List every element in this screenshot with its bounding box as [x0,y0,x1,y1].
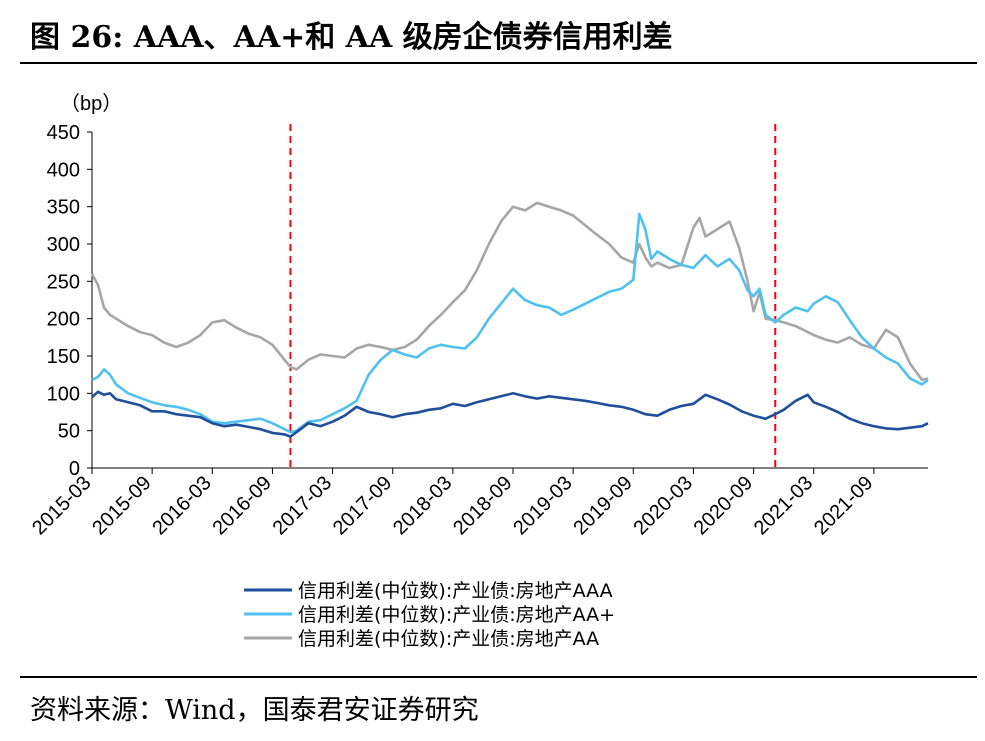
x-tick-label: 2019-03 [509,472,576,539]
y-tick-label: 300 [47,234,80,256]
x-tick-label: 2020-03 [630,472,697,539]
series-line-2 [90,201,929,382]
y-axis-unit-label: （bp） [60,92,122,115]
source-note: 资料来源：Wind，国泰君安证券研究 [30,695,479,726]
line-chart: （bp）0501001502002503003504004502015-0320… [28,92,929,650]
series-line-0 [91,390,929,438]
figure-title: 图 26: AAA、AA+和 AA 级房企债券信用利差 [30,20,673,55]
legend-label-2: 信用利差(中位数):产业债:房地产AA [298,628,599,650]
x-tick-label: 2016-09 [209,472,276,539]
x-tick-label: 2017-03 [269,472,336,539]
x-tick-label: 2017-09 [329,472,396,539]
x-tick-label: 2015-03 [28,472,95,539]
y-tick-label: 200 [47,309,80,331]
y-tick-label: 400 [47,159,80,181]
x-tick-label: 2021-09 [810,472,877,539]
x-tick-label: 2021-03 [750,472,817,539]
series-line-1 [91,212,929,434]
y-tick-label: 350 [47,197,80,219]
x-tick-label: 2015-09 [88,472,155,539]
y-tick-label: 450 [47,122,80,144]
x-tick-label: 2019-09 [569,472,636,539]
legend-label-0: 信用利差(中位数):产业债:房地产AAA [298,580,613,602]
x-tick-label: 2018-09 [449,472,516,539]
source-rule [20,676,977,678]
legend-label-1: 信用利差(中位数):产业债:房地产AA+ [298,604,615,626]
y-tick-label: 0 [69,458,80,480]
x-tick-label: 2020-09 [690,472,757,539]
x-tick-label: 2016-03 [148,472,215,539]
x-tick-label: 2018-03 [389,472,456,539]
y-tick-label: 50 [58,421,80,443]
y-tick-label: 150 [47,346,80,368]
title-rule [20,62,977,64]
y-tick-label: 100 [47,383,80,405]
y-tick-label: 250 [47,271,80,293]
